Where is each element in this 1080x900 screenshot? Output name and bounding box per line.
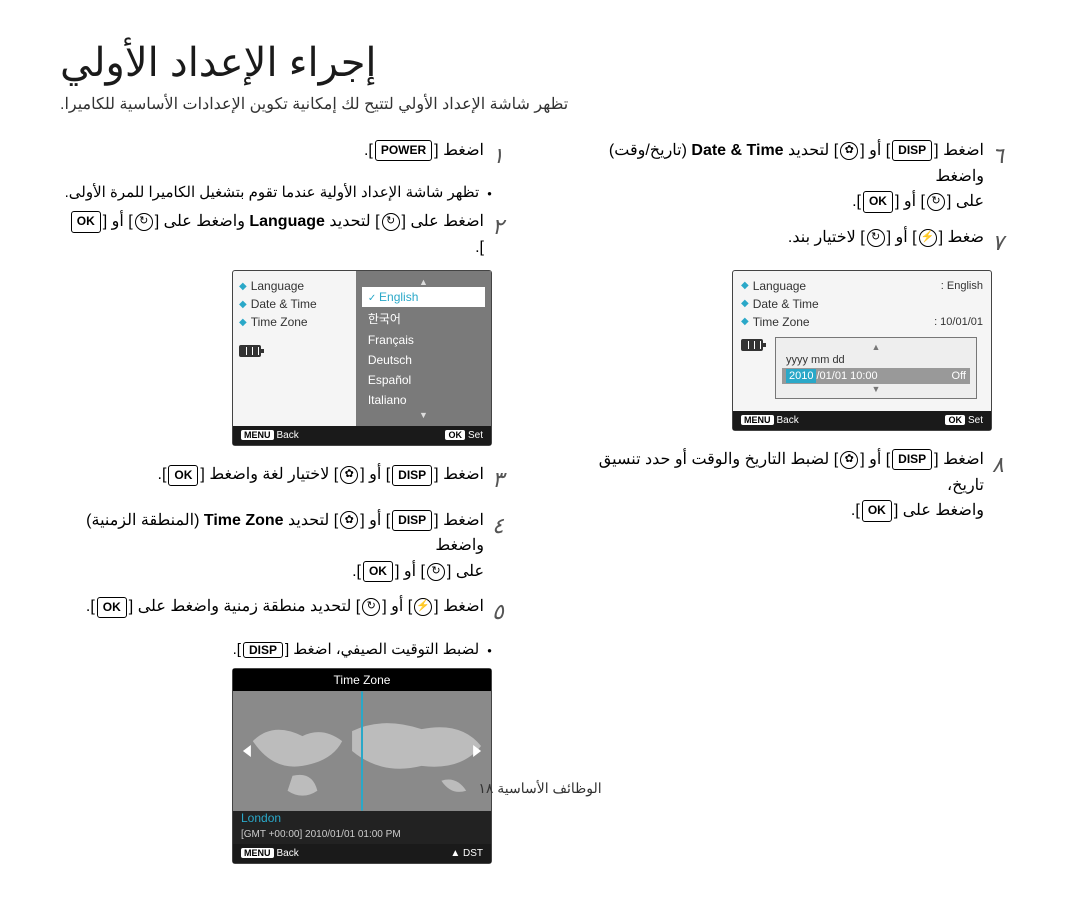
disp-key: DISP: [392, 510, 432, 531]
page-title: إجراء الإعداد الأولي: [60, 40, 1020, 86]
step-8: ٨ اضغط [DISP] أو [✿] لضبط التاريخ والوقت…: [560, 447, 1020, 524]
flash-icon: ⚡: [414, 598, 432, 616]
step-number: ١: [492, 138, 520, 173]
macro-icon: ✿: [840, 451, 858, 469]
step-5: ٥ اضغط [⚡] أو [↻] لتحديد منطقة زمنية واض…: [60, 594, 520, 629]
page-subtitle: تظهر شاشة الإعداد الأولي لتتيح لك إمكاني…: [60, 94, 1020, 114]
ok-key: OK: [71, 211, 101, 232]
step-4: ٤ اضغط [DISP] أو [✿] لتحديد Time Zone (ا…: [60, 508, 520, 585]
step-7: ٧ ضغط [⚡] أو [↻] لاختيار بند.: [560, 225, 1020, 260]
macro-icon: ✿: [340, 466, 358, 484]
lcd-datetime-screen: ◆Language: English ◆Date & Time ◆Time Zo…: [732, 270, 992, 431]
disp-key: DISP: [892, 449, 932, 470]
battery-icon: [239, 345, 261, 357]
macro-icon: ✿: [340, 511, 358, 529]
down-arrow-icon: ↻: [382, 213, 400, 231]
step-6: ٦ اضغط [DISP] أو [✿] لتحديد Date & Time …: [560, 138, 1020, 215]
lcd-language-screen: ◆Language ◆Date & Time ◆Time Zone ▲ Engl…: [232, 270, 492, 446]
disp-key: DISP: [243, 642, 283, 658]
ok-key: OK: [168, 465, 198, 486]
timer-icon: ↻: [867, 229, 885, 247]
ok-key: OK: [862, 500, 892, 521]
step-1: ١ اضغط [POWER].: [60, 138, 520, 173]
flash-icon: ⚡: [919, 229, 937, 247]
page-footer: الوظائف الأساسية ١٨: [0, 780, 1080, 797]
ok-key: OK: [97, 597, 127, 618]
column-left: ٦ اضغط [DISP] أو [✿] لتحديد Date & Time …: [560, 138, 1020, 880]
lcd-timezone-screen: Time Zone London [GMT +00:00] 2010/01/0: [232, 668, 492, 864]
step-3: ٣ اضغط [DISP] أو [✿] لاختيار لغة واضغط […: [60, 462, 520, 497]
timer-icon: ↻: [362, 598, 380, 616]
step-1-note: تظهر شاشة الإعداد الأولية عندما تقوم بتش…: [60, 183, 492, 201]
disp-key: DISP: [392, 465, 432, 486]
step-2: ٢ اضغط على [↻] لتحديد Language واضغط على…: [60, 209, 520, 260]
down-arrow-icon: ↻: [135, 213, 153, 231]
step-number: ٢: [492, 209, 520, 244]
ok-key: OK: [863, 191, 893, 212]
step-5-note: لضبط التوقيت الصيفي، اضغط [DISP].: [60, 640, 492, 658]
timer-icon: ↻: [427, 563, 445, 581]
column-right: ١ اضغط [POWER]. تظهر شاشة الإعداد الأولي…: [60, 138, 520, 880]
timer-icon: ↻: [927, 193, 945, 211]
disp-key: DISP: [892, 140, 932, 161]
power-key: POWER: [375, 140, 432, 161]
lang-option-selected: English: [362, 287, 485, 307]
ok-key: OK: [363, 561, 393, 582]
macro-icon: ✿: [840, 142, 858, 160]
battery-icon: [741, 339, 763, 351]
